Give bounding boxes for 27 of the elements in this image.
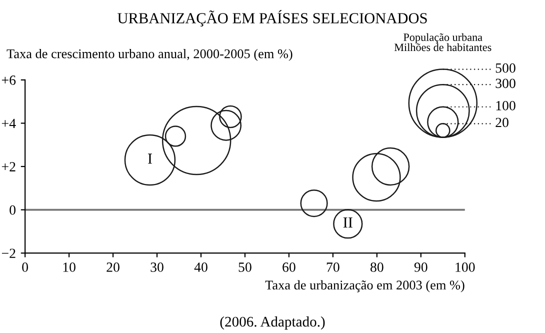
x-tick-label: 30 — [150, 262, 164, 272]
y-tick-label: +2 — [2, 162, 16, 172]
x-tick-label: 0 — [22, 262, 28, 272]
annotation: II — [343, 218, 352, 228]
x-tick-label: 70 — [326, 262, 340, 272]
legend-label: 500 — [496, 63, 516, 73]
legend-label: 20 — [496, 118, 508, 128]
x-tick-label: 20 — [106, 262, 120, 272]
x-tick-label: 100 — [456, 262, 475, 272]
y-tick-label: +6 — [2, 76, 16, 85]
x-axis-title: Taxa de urbanização em 2003 (em %) — [265, 280, 464, 292]
x-tick-label: 60 — [282, 262, 296, 272]
legend-label: 300 — [496, 78, 516, 88]
legend-title: População urbana Milhões de habitantes — [394, 33, 492, 52]
text: (2006. Adaptado.) — [220, 316, 325, 330]
legend-label: 100 — [496, 100, 516, 110]
y-tick-label: +4 — [2, 118, 16, 128]
x-tick-label: 90 — [414, 262, 428, 272]
x-tick-label: 80 — [370, 262, 384, 272]
annotation: I — [148, 154, 152, 164]
x-tick-label: 50 — [238, 262, 252, 272]
chart-title: URBANIZAÇÃO EM PAÍSES SELECIONADOS — [118, 10, 427, 26]
y-axis-title: Taxa de crescimento urbano anual, 2000-2005 (em %) — [6, 48, 292, 61]
y-tick-label: 0 — [10, 205, 16, 215]
x-tick-label: 10 — [63, 262, 76, 272]
y-tick-label: −2 — [2, 248, 16, 258]
x-tick-label: 40 — [194, 262, 208, 272]
